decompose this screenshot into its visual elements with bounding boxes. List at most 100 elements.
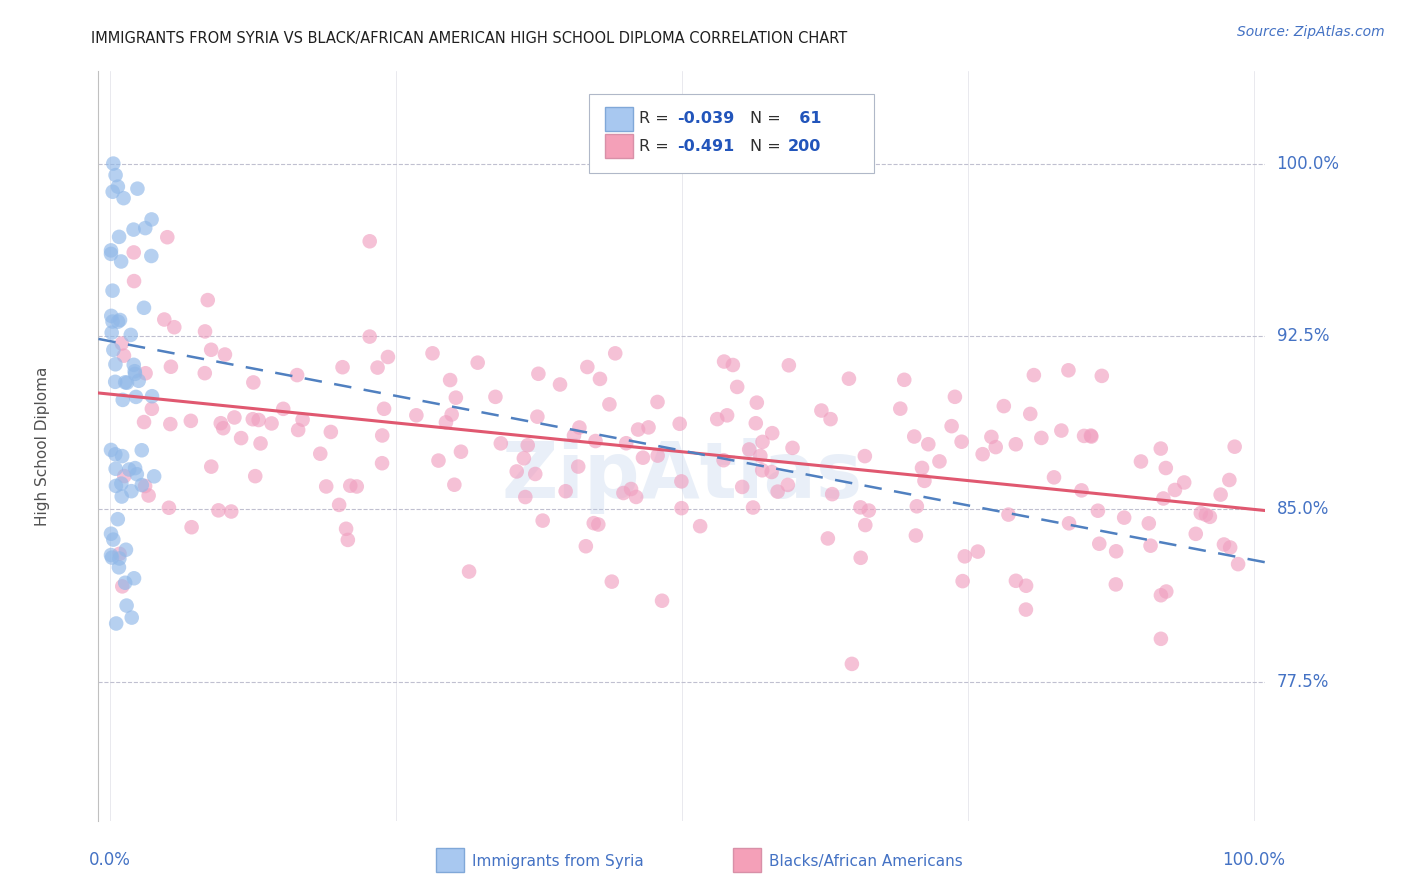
Point [980,430,1002,444]
Point [776,478,799,492]
Point [101,185,124,199]
Point [513,451,536,466]
Point [309,447,332,461]
Point [197,293,219,307]
Point [1152,491,1174,506]
Point [121,610,143,624]
Point [153,312,176,326]
Point [778,359,800,373]
Point [950,434,973,449]
Point [1150,632,1173,646]
Point [122,245,145,260]
Point [582,516,605,530]
Point [997,508,1019,522]
Point [104,168,127,182]
Point [118,462,141,476]
Point [516,438,538,452]
Point [725,380,748,394]
Point [160,359,183,374]
Point [1080,429,1102,443]
Point [107,315,129,329]
Point [108,560,131,574]
Point [984,440,1007,454]
Point [1154,461,1177,475]
Text: R =: R = [638,112,673,126]
Point [1073,429,1095,443]
Point [647,449,669,463]
Point [141,249,163,263]
Point [371,456,394,470]
Point [291,412,314,426]
Point [1088,537,1111,551]
Point [163,320,186,334]
Point [114,376,136,390]
Point [194,325,217,339]
Point [371,428,394,442]
Point [242,376,264,390]
Text: 92.5%: 92.5% [1277,327,1329,345]
Point [526,409,548,424]
Point [1019,407,1042,421]
Point [207,503,229,517]
Point [1070,483,1092,498]
Point [585,434,607,448]
Point [1189,506,1212,520]
Point [1227,557,1250,571]
Point [853,449,876,463]
Point [104,447,127,461]
Point [1114,510,1136,524]
Point [820,412,842,426]
Point [761,465,783,479]
Point [1043,470,1066,484]
Point [134,479,156,493]
Point [627,423,650,437]
Point [1218,473,1240,487]
Text: 77.5%: 77.5% [1277,673,1329,691]
Point [716,409,738,423]
Point [953,549,976,564]
Point [817,532,839,546]
Point [631,450,654,465]
Point [858,503,880,517]
Point [124,364,146,378]
Text: N =: N = [749,112,786,126]
Point [647,395,669,409]
Point [849,550,872,565]
Text: 85.0%: 85.0% [1277,500,1329,518]
Point [1219,541,1241,555]
Point [101,314,124,328]
Point [637,420,659,434]
Point [101,284,124,298]
Point [1057,516,1080,531]
Point [440,408,463,422]
Point [111,579,134,593]
Point [745,395,768,409]
Point [841,657,863,671]
Point [110,476,132,491]
Point [952,574,974,588]
Point [766,484,789,499]
Point [122,222,145,236]
Text: ZipAtlas: ZipAtlas [502,438,862,514]
Point [838,372,860,386]
Point [110,254,132,268]
Point [108,547,131,561]
Point [157,500,180,515]
Text: Blacks/African Americans: Blacks/African Americans [769,855,963,870]
Point [115,376,138,390]
Text: N =: N = [749,139,786,153]
Point [319,425,342,439]
Text: -0.491: -0.491 [678,139,734,153]
Point [105,616,128,631]
Point [271,401,294,416]
Point [605,346,627,360]
Point [332,360,354,375]
Point [1150,442,1173,456]
Point [260,417,283,431]
Point [112,469,135,483]
Point [853,518,876,533]
Point [972,447,994,461]
Text: Immigrants from Syria: Immigrants from Syria [472,855,644,870]
Point [443,477,465,491]
Text: 200: 200 [789,139,821,153]
